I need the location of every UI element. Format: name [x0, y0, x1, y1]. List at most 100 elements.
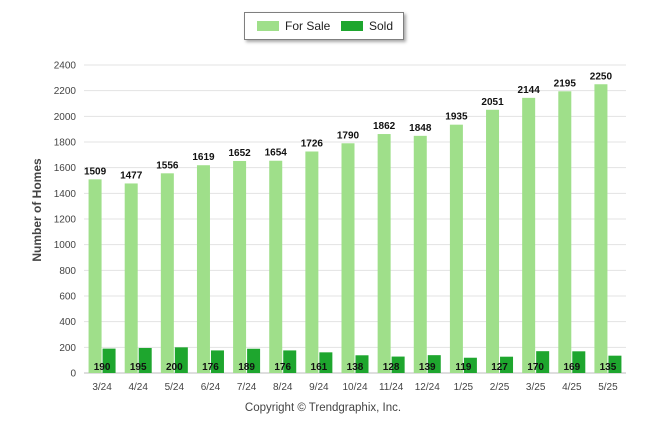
data-label-for-sale: 1790: [337, 130, 360, 141]
y-axis: 0 200 400 600 800 1000 1200 1400 1600 1800 2000 220…: [54, 61, 77, 380]
bar-for-sale-5/24[interactable]: [160, 173, 174, 373]
x-tick-label: 1/25: [454, 382, 474, 393]
data-label-for-sale: 2195: [554, 78, 577, 89]
x-tick-label: 9/24: [309, 382, 329, 393]
data-label-sold: 138: [347, 362, 364, 373]
y-tick-label: 1000: [54, 240, 77, 251]
y-tick-label: 200: [59, 343, 76, 354]
bar-sold-12/24[interactable]: [427, 355, 441, 373]
x-tick-label: 3/25: [526, 382, 546, 393]
y-tick-label: 1200: [54, 215, 77, 226]
bar-for-sale-7/24[interactable]: [233, 160, 247, 373]
data-label-for-sale: 1862: [373, 121, 396, 132]
bar-sold-9/24[interactable]: [319, 352, 333, 373]
x-tick-label: 4/24: [128, 382, 148, 393]
data-label-for-sale: 2051: [481, 97, 504, 108]
data-label-for-sale: 1935: [445, 112, 468, 123]
bar-for-sale-11/24[interactable]: [377, 134, 391, 373]
data-label-sold: 161: [311, 362, 328, 373]
x-tick-label: 7/24: [237, 382, 257, 393]
y-tick-label: 600: [59, 292, 76, 303]
gridlines: [84, 64, 626, 374]
bar-sold-3/24[interactable]: [102, 348, 116, 373]
bar-sold-6/24[interactable]: [210, 350, 224, 373]
legend: For Sale Sold: [244, 12, 404, 40]
bar-sold-3/25[interactable]: [536, 351, 550, 373]
data-label-sold: 190: [94, 362, 111, 373]
bar-for-sale-3/24[interactable]: [88, 179, 102, 373]
bar-sold-1/25[interactable]: [463, 357, 477, 373]
bar-sold-4/25[interactable]: [572, 351, 586, 373]
bar-for-sale-12/24[interactable]: [413, 135, 427, 373]
data-label-sold: 135: [600, 362, 617, 373]
data-label-for-sale: 1477: [120, 170, 143, 181]
bar-for-sale-9/24[interactable]: [305, 151, 319, 373]
data-label-sold: 200: [166, 362, 183, 373]
legend-item-for-sale[interactable]: For Sale: [257, 19, 330, 33]
bar-for-sale-10/24[interactable]: [341, 143, 355, 373]
bar-sold-2/25[interactable]: [500, 356, 514, 373]
data-label-sold: 127: [491, 362, 508, 373]
bar-sold-5/24[interactable]: [174, 347, 188, 373]
data-label-for-sale: 1652: [228, 148, 251, 159]
bar-sold-8/24[interactable]: [283, 350, 297, 373]
y-tick-label: 800: [59, 266, 76, 277]
y-tick-label: 0: [70, 369, 76, 380]
data-label-for-sale: 1509: [84, 166, 107, 177]
y-axis-label: Number of Homes: [30, 158, 44, 262]
data-label-for-sale: 1556: [156, 160, 179, 171]
legend-item-sold[interactable]: Sold: [341, 19, 393, 33]
x-axis: 3/24 4/24 5/24 6/24 7/24 8/24 9/24 10/24 11/24 12…: [92, 382, 618, 393]
x-tick-label: 4/25: [562, 382, 582, 393]
bar-for-sale-4/24[interactable]: [124, 183, 138, 373]
bars-group: [88, 84, 622, 373]
data-label-sold: 189: [238, 362, 255, 373]
copyright-text: Copyright © Trendgraphix, Inc.: [244, 402, 402, 414]
bar-sold-5/25[interactable]: [608, 355, 622, 373]
legend-swatch-for-sale: [257, 21, 279, 31]
bar-for-sale-5/25[interactable]: [594, 84, 608, 373]
data-labels-group: 1509 190 1477 195 1556 200 1619 176 1652 189 1654 1…: [84, 71, 617, 373]
bar-sold-4/24[interactable]: [138, 347, 152, 373]
bar-for-sale-1/25[interactable]: [449, 124, 463, 373]
x-tick-label: 2/25: [490, 382, 510, 393]
bar-sold-7/24[interactable]: [247, 348, 261, 373]
bar-for-sale-6/24[interactable]: [196, 165, 210, 373]
data-label-sold: 169: [563, 362, 580, 373]
legend-label-for-sale: For Sale: [285, 19, 331, 33]
data-label-for-sale: 1726: [301, 138, 324, 149]
data-label-for-sale: 1654: [265, 148, 288, 159]
y-tick-label: 1400: [54, 189, 77, 200]
data-label-sold: 195: [130, 362, 147, 373]
y-tick-label: 2000: [54, 112, 77, 123]
bar-for-sale-3/25[interactable]: [522, 97, 536, 373]
data-label-for-sale: 2250: [590, 71, 613, 82]
x-tick-label: 6/24: [201, 382, 221, 393]
bar-sold-10/24[interactable]: [355, 355, 369, 373]
data-label-sold: 170: [527, 362, 544, 373]
data-label-sold: 139: [419, 362, 436, 373]
data-label-sold: 128: [383, 362, 400, 373]
y-tick-label: 2200: [54, 86, 77, 97]
data-label-sold: 176: [274, 362, 291, 373]
y-tick-label: 1800: [54, 138, 77, 149]
x-tick-label: 12/24: [415, 382, 440, 393]
bar-for-sale-2/25[interactable]: [486, 109, 500, 373]
y-tick-label: 1600: [54, 163, 77, 174]
x-tick-label: 10/24: [342, 382, 367, 393]
y-tick-label: 400: [59, 317, 76, 328]
x-tick-label: 3/24: [92, 382, 112, 393]
data-label-for-sale: 2144: [518, 85, 541, 96]
data-label-sold: 176: [202, 362, 219, 373]
x-tick-label: 8/24: [273, 382, 293, 393]
legend-label-sold: Sold: [369, 19, 394, 33]
y-tick-label: 2400: [54, 61, 77, 72]
x-tick-label: 5/25: [598, 382, 618, 393]
x-tick-label: 11/24: [379, 382, 404, 393]
bar-sold-11/24[interactable]: [391, 356, 405, 373]
data-label-sold: 119: [455, 362, 472, 373]
bar-for-sale-4/25[interactable]: [558, 91, 572, 373]
bar-for-sale-8/24[interactable]: [269, 160, 283, 373]
data-label-for-sale: 1848: [409, 123, 432, 134]
